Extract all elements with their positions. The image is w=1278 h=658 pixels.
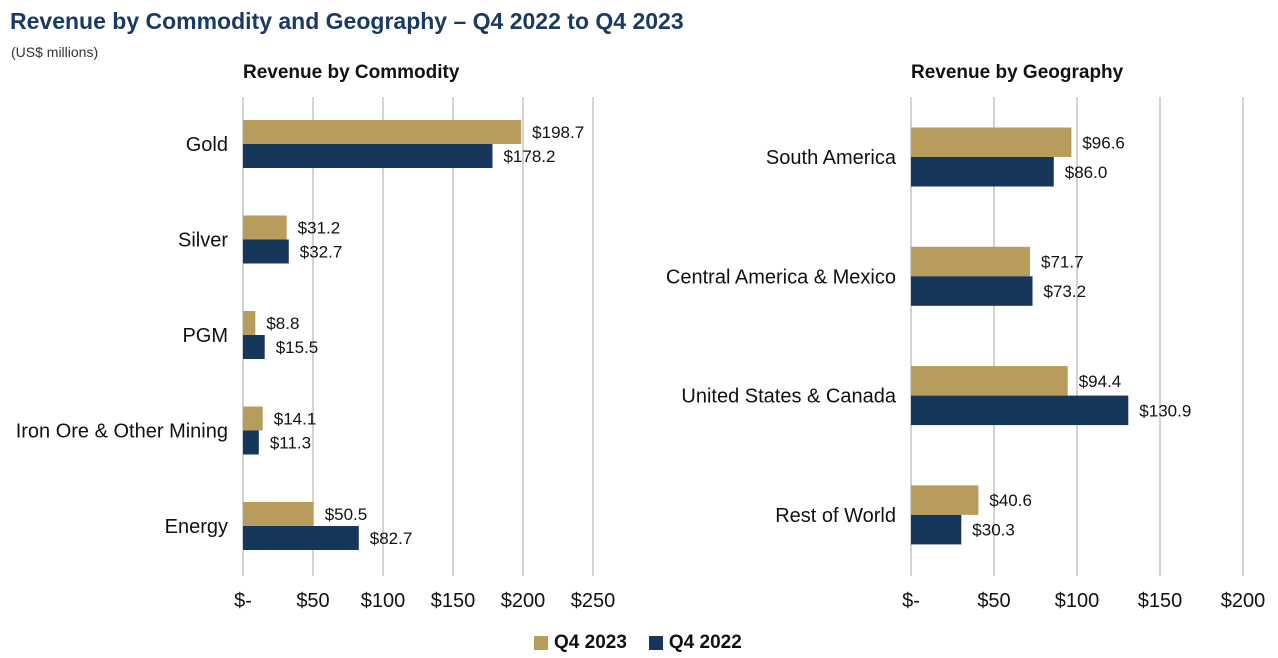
geography-category-label-0: South America: [766, 147, 897, 169]
geography-data-label-2-q4-2022: $130.9: [1139, 401, 1191, 420]
commodity-bar-4-q4-2022: [243, 526, 359, 550]
legend-label-q4-2023: Q4 2023: [554, 632, 627, 653]
commodity-category-label-3: Iron Ore & Other Mining: [16, 421, 228, 443]
geography-data-label-0-q4-2022: $86.0: [1065, 163, 1108, 182]
commodity-bar-0-q4-2023: [243, 120, 522, 144]
geography-tick-label-1: $50: [977, 590, 1010, 612]
legend-item-q4-2022: Q4 2022: [648, 632, 742, 654]
commodity-data-label-2-q4-2023: $8.8: [266, 314, 299, 333]
legend: Q4 2023 Q4 2022: [534, 632, 764, 654]
geography-bar-3-q4-2023: [911, 485, 979, 515]
geography-bar-2-q4-2023: [911, 366, 1068, 396]
commodity-data-label-0-q4-2023: $198.7: [532, 123, 584, 142]
commodity-data-label-4-q4-2022: $82.7: [370, 529, 413, 548]
legend-swatch-q4-2023: [534, 636, 548, 650]
commodity-bar-3-q4-2023: [243, 406, 263, 431]
commodity-data-label-3-q4-2022: $11.3: [270, 434, 311, 453]
geography-tick-label-2: $100: [1055, 590, 1100, 612]
geography-bar-3-q4-2022: [911, 514, 962, 545]
geography-chart: $- $50 $100 $150 $200 South America $96.6 $86.0…: [666, 97, 1265, 612]
commodity-tick-label-0: $-: [234, 590, 252, 612]
geography-data-label-2-q4-2023: $94.4: [1079, 372, 1122, 391]
commodity-bar-2-q4-2023: [243, 311, 256, 335]
geography-tick-label-0: $-: [902, 590, 920, 612]
geography-data-label-0-q4-2023: $96.6: [1082, 133, 1125, 152]
geography-category-label-1: Central America & Mexico: [666, 266, 896, 288]
page-title: Revenue by Commodity and Geography – Q4 …: [10, 8, 684, 34]
geography-data-label-1-q4-2022: $73.2: [1044, 282, 1087, 301]
commodity-chart-title: Revenue by Commodity: [243, 62, 460, 83]
commodity-bar-1-q4-2022: [243, 239, 289, 264]
commodity-category-label-0: Gold: [186, 134, 228, 156]
commodity-bar-4-q4-2023: [243, 502, 314, 526]
commodity-category-label-2: PGM: [182, 325, 228, 347]
commodity-chart: $- $50 $100 $150 $200 $250 Gold $198.7 $178.2 Sil…: [16, 97, 616, 612]
commodity-tick-label-5: $250: [571, 590, 616, 612]
geography-data-label-1-q4-2023: $71.7: [1041, 253, 1084, 272]
commodity-tick-label-3: $150: [431, 590, 476, 612]
geography-bar-0-q4-2023: [911, 127, 1072, 157]
legend-item-q4-2023: Q4 2023: [534, 632, 627, 654]
geography-category-label-3: Rest of World: [775, 505, 896, 527]
commodity-bar-3-q4-2022: [243, 430, 259, 455]
commodity-data-label-1-q4-2022: $32.7: [300, 243, 343, 262]
commodity-data-label-2-q4-2022: $15.5: [276, 338, 319, 357]
commodity-bar-2-q4-2022: [243, 335, 265, 359]
commodity-bar-0-q4-2022: [243, 144, 493, 168]
commodity-category-label-4: Energy: [165, 516, 228, 538]
legend-label-q4-2022: Q4 2022: [668, 632, 742, 653]
commodity-bar-1-q4-2023: [243, 215, 287, 240]
commodity-data-label-4-q4-2023: $50.5: [325, 505, 368, 524]
geography-chart-title: Revenue by Geography: [911, 62, 1124, 83]
legend-swatch-q4-2022: [648, 636, 663, 650]
geography-bar-1-q4-2023: [911, 246, 1031, 277]
geography-category-label-2: United States & Canada: [681, 386, 896, 408]
geography-bar-1-q4-2022: [911, 276, 1033, 306]
geography-data-label-3-q4-2023: $40.6: [989, 491, 1032, 510]
commodity-data-label-3-q4-2023: $14.1: [274, 410, 317, 429]
commodity-tick-label-2: $100: [361, 590, 406, 612]
units-subtitle: (US$ millions): [11, 44, 99, 60]
commodity-tick-label-4: $200: [501, 590, 546, 612]
geography-tick-label-4: $200: [1221, 590, 1266, 612]
geography-bar-0-q4-2022: [911, 157, 1054, 187]
geography-bar-2-q4-2022: [911, 395, 1129, 426]
commodity-data-label-0-q4-2022: $178.2: [503, 147, 555, 166]
geography-data-label-3-q4-2022: $30.3: [972, 521, 1015, 540]
geography-tick-label-3: $150: [1138, 590, 1183, 612]
commodity-data-label-1-q4-2023: $31.2: [298, 219, 341, 238]
commodity-tick-label-1: $50: [296, 590, 329, 612]
commodity-category-label-1: Silver: [178, 230, 228, 252]
